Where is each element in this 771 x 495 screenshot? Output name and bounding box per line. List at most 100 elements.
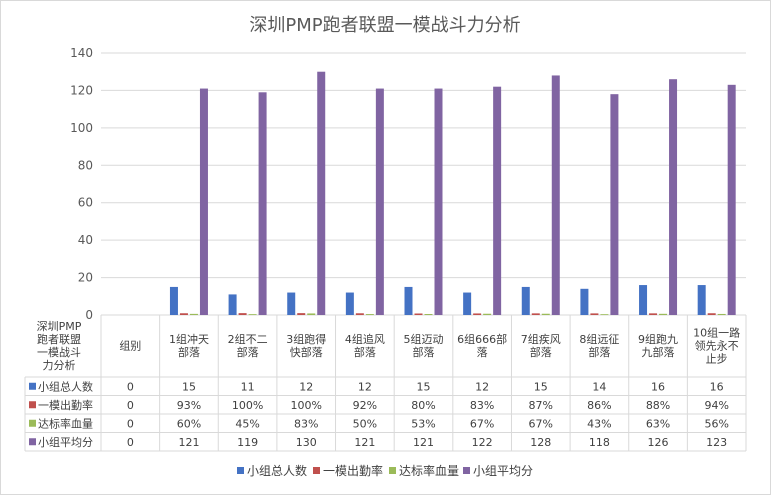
table-cell: 14 [592,380,606,393]
table-cell: 67% [529,417,553,430]
bar-1-6 [463,292,472,315]
bar-3-3 [307,313,316,315]
table-cell: 126 [648,436,669,449]
category-label: 落 [477,346,488,359]
table-corner-label: 力分析 [43,358,76,372]
table-series-key [29,401,36,409]
table-cell: 122 [472,436,493,449]
table-cell: 16 [710,380,724,393]
legend-label: 一模出勤率 [323,463,383,478]
table-cell: 43% [587,417,611,430]
table-series-key [29,438,36,446]
table-cell: 88% [646,399,670,412]
table-corner-label: 一模战斗 [37,346,81,359]
category-label: 6组666部 [457,332,507,346]
table-cell: 93% [177,399,201,412]
category-label: 止步 [706,353,728,366]
bar-3-2 [248,314,257,315]
table-cell: 12 [299,380,313,393]
category-label: 部落 [354,345,376,359]
bar-1-2 [228,294,237,315]
gridlines [101,52,746,316]
category-label: 组别 [119,339,141,353]
y-tick-label: 80 [78,158,93,172]
bar-4-5 [434,88,443,315]
bar-1-8 [580,288,589,315]
bar-2-7 [531,313,540,315]
y-axis-ticks: 0 20 40 60 80 100 120 140 [70,46,93,322]
bar-1-10 [697,285,706,315]
table-cell: 63% [646,417,670,430]
table-cell: 121 [178,436,199,449]
bar-3-10 [717,313,726,315]
bar-3-1 [189,313,198,315]
table-cell: 15 [182,380,196,393]
table-cell: 87% [529,399,553,412]
category-label: 8组远征 [579,332,619,346]
legend-key [389,467,396,474]
bar-2-9 [649,313,658,315]
bar-3-8 [600,314,609,315]
category-label: 部落 [178,345,200,359]
table-cell: 0 [127,399,134,412]
bar-2-4 [355,313,364,315]
bar-4-7 [551,75,560,315]
bar-4-2 [258,92,267,315]
bar-1-5 [404,286,413,315]
table-cell: 56% [704,417,728,430]
table-cell: 121 [413,436,434,449]
category-label: 7组疾风 [521,332,561,346]
bar-4-4 [375,88,384,315]
bar-4-8 [610,94,619,316]
category-label: 快部落 [290,345,323,359]
table-cell: 12 [475,380,489,393]
table-series-key [29,419,36,427]
category-label: 4组追风 [345,332,385,346]
legend-key [237,467,244,474]
table-cell: 119 [237,436,258,449]
bar-2-2 [238,313,247,315]
table-cell: 83% [470,399,494,412]
category-label: 2组不二 [228,332,268,346]
bar-3-9 [659,313,668,315]
bar-2-3 [297,313,306,315]
table-series-name: 小组平均分 [38,435,93,449]
table-series-name: 达标率血量 [38,416,93,430]
table-cell: 92% [353,399,377,412]
category-label: 9组跑九 [638,332,678,346]
y-tick-label: 60 [78,196,93,210]
table-cell: 67% [470,417,494,430]
chart-title: 深圳PMP跑者联盟一模战斗力分析 [249,15,520,36]
table-cell: 123 [706,436,727,449]
y-tick-label: 20 [78,271,93,285]
category-label: 部落 [413,345,435,359]
table-cell: 100% [232,399,263,412]
bar-2-8 [590,313,599,315]
bar-2-10 [707,313,716,315]
bar-4-1 [199,88,208,315]
category-label: 3组跑得 [286,332,326,346]
legend-key [313,467,320,474]
legend-label: 达标率血量 [399,463,459,478]
bar-3-5 [424,314,433,315]
category-label: 10组一路 [693,326,740,340]
bar-3-7 [541,313,550,315]
bar-1-1 [169,286,178,315]
table-cell: 15 [534,380,548,393]
category-label: 部落 [237,345,259,359]
table-cell: 130 [296,436,317,449]
category-label: 领先永不 [695,339,739,353]
table-cell: 60% [177,417,201,430]
bar-2-5 [414,313,423,315]
category-label: 九部落 [642,345,675,359]
table-cell: 15 [417,380,431,393]
table-cell: 100% [291,399,322,412]
legend-label: 小组平均分 [473,464,533,478]
table-series-key [29,382,36,390]
legend: 小组总人数 一模出勤率 达标率血量 小组平均分 [237,463,533,478]
table-cell: 128 [530,436,551,449]
table-cell: 86% [587,399,611,412]
table-cell: 83% [294,417,318,430]
